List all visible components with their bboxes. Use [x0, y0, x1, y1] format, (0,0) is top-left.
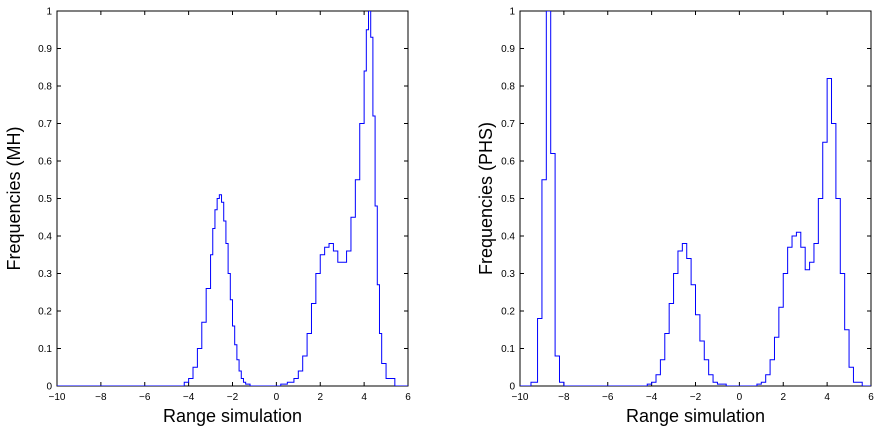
y-tick-label: 0 — [46, 382, 52, 393]
x-tick-label: 2 — [780, 392, 786, 403]
y-tick-label: 0.5 — [501, 194, 515, 205]
y-tick-label: 0.1 — [501, 344, 515, 355]
y-tick-label: 0.3 — [501, 269, 515, 280]
y-tick-label: 0.8 — [501, 82, 515, 93]
x-axis-label: Range simulation — [163, 406, 302, 426]
histogram-panel-phs: −10 −8 −6 −4 −2 0 2 4 6 0 0.1 0.2 0.3 0.4 0.5 0.6 0.7 0.8… — [476, 7, 874, 427]
x-tick-label: −2 — [227, 392, 239, 403]
y-tick-label: 1 — [46, 7, 52, 18]
x-tick-label: −6 — [139, 392, 151, 403]
x-tick-label: −10 — [49, 392, 66, 403]
y-tick-label: 0.8 — [38, 82, 52, 93]
x-tick-label: 6 — [405, 392, 411, 403]
y-tick-label: 0.4 — [38, 232, 52, 243]
x-tick-label: 6 — [868, 392, 874, 403]
y-tick-label: 1 — [509, 7, 515, 18]
x-tick-label: 4 — [361, 392, 367, 403]
y-tick-label: 0 — [509, 382, 515, 393]
x-tick-label: −8 — [95, 392, 107, 403]
y-tick-label: 0.4 — [501, 232, 515, 243]
y-axis-label: Frequencies (MH) — [4, 126, 24, 270]
y-tick-label: 0.5 — [38, 194, 52, 205]
y-tick-label: 0.9 — [501, 44, 515, 55]
x-axis-label: Range simulation — [626, 406, 765, 426]
x-tick-label: −2 — [690, 392, 702, 403]
histogram-line — [57, 11, 408, 386]
y-tick-label: 0.6 — [501, 157, 515, 168]
x-tick-label: −4 — [183, 392, 195, 403]
y-tick-label: 0.7 — [38, 119, 52, 130]
x-tick-label: 0 — [274, 392, 280, 403]
x-tick-label: −10 — [512, 392, 529, 403]
y-tick-label: 0.6 — [38, 157, 52, 168]
histogram-line — [520, 11, 871, 386]
x-tick-label: 2 — [317, 392, 323, 403]
x-tick-label: 0 — [737, 392, 743, 403]
x-tick-label: −4 — [646, 392, 658, 403]
y-tick-label: 0.2 — [38, 307, 52, 318]
y-tick-label: 0.9 — [38, 44, 52, 55]
x-tick-label: −8 — [558, 392, 570, 403]
x-tick-label: 4 — [824, 392, 830, 403]
y-tick-label: 0.7 — [501, 119, 515, 130]
x-tick-label: −6 — [602, 392, 614, 403]
y-tick-label: 0.2 — [501, 307, 515, 318]
y-tick-label: 0.1 — [38, 344, 52, 355]
histogram-panel-mh: −10 −8 −6 −4 −2 0 2 4 6 0 0.1 0.2 0.3 0.4 0.5 0.6 0.7 0.8… — [4, 7, 411, 427]
y-tick-label: 0.3 — [38, 269, 52, 280]
y-axis-label: Frequencies (PHS) — [476, 122, 496, 275]
